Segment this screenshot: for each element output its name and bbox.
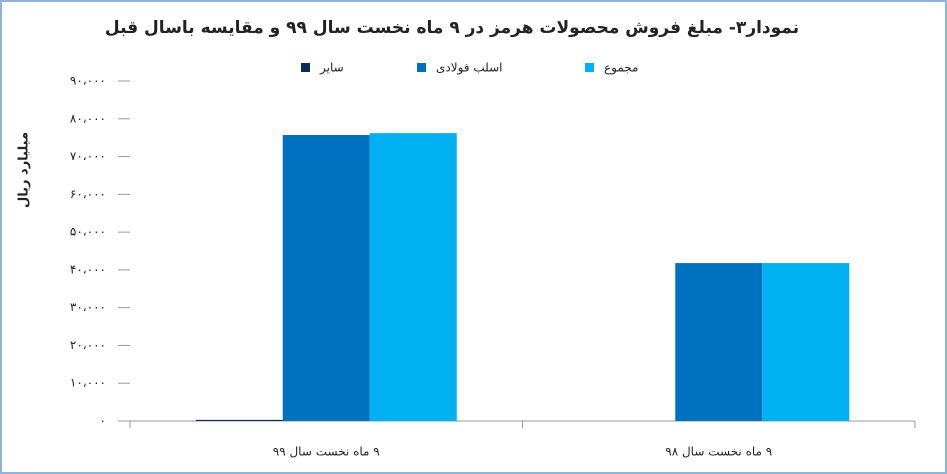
x-tick-label: ۹ ماه نخست سال ۹۸ (665, 445, 772, 459)
bar (195, 419, 283, 421)
bar (369, 133, 457, 421)
y-tick-label: ۶۰،۰۰۰ (70, 187, 106, 201)
y-tick-label: ۱۰،۰۰۰ (70, 376, 106, 390)
y-tick-label: ۰ (100, 414, 106, 428)
legend-swatch (301, 63, 310, 72)
x-tick-label: ۹ ماه نخست سال ۹۹ (273, 445, 380, 459)
y-tick-label: ۸۰،۰۰۰ (70, 111, 106, 125)
bar (282, 135, 370, 421)
y-tick-label: ۴۰،۰۰۰ (70, 262, 106, 276)
y-tick-label: ۲۰،۰۰۰ (70, 338, 106, 352)
y-tick-label: ۳۰،۰۰۰ (70, 300, 106, 314)
legend-label: مجموع (604, 61, 638, 76)
legend-label: سایر (319, 61, 344, 76)
y-axis-label: میلیارد ریال (17, 132, 32, 208)
y-tick-label: ۵۰،۰۰۰ (70, 225, 106, 239)
bar (762, 263, 850, 421)
y-tick-label: ۹۰،۰۰۰ (70, 74, 106, 88)
y-tick-label: ۷۰،۰۰۰ (70, 149, 106, 163)
legend-label: اسلب فولادی (436, 61, 502, 76)
legend-swatch (585, 63, 594, 72)
chart-title: نمودار۳- مبلغ فروش محصولات هرمز در ۹ ماه… (105, 18, 799, 38)
legend-swatch (417, 63, 426, 72)
bar (675, 263, 763, 421)
